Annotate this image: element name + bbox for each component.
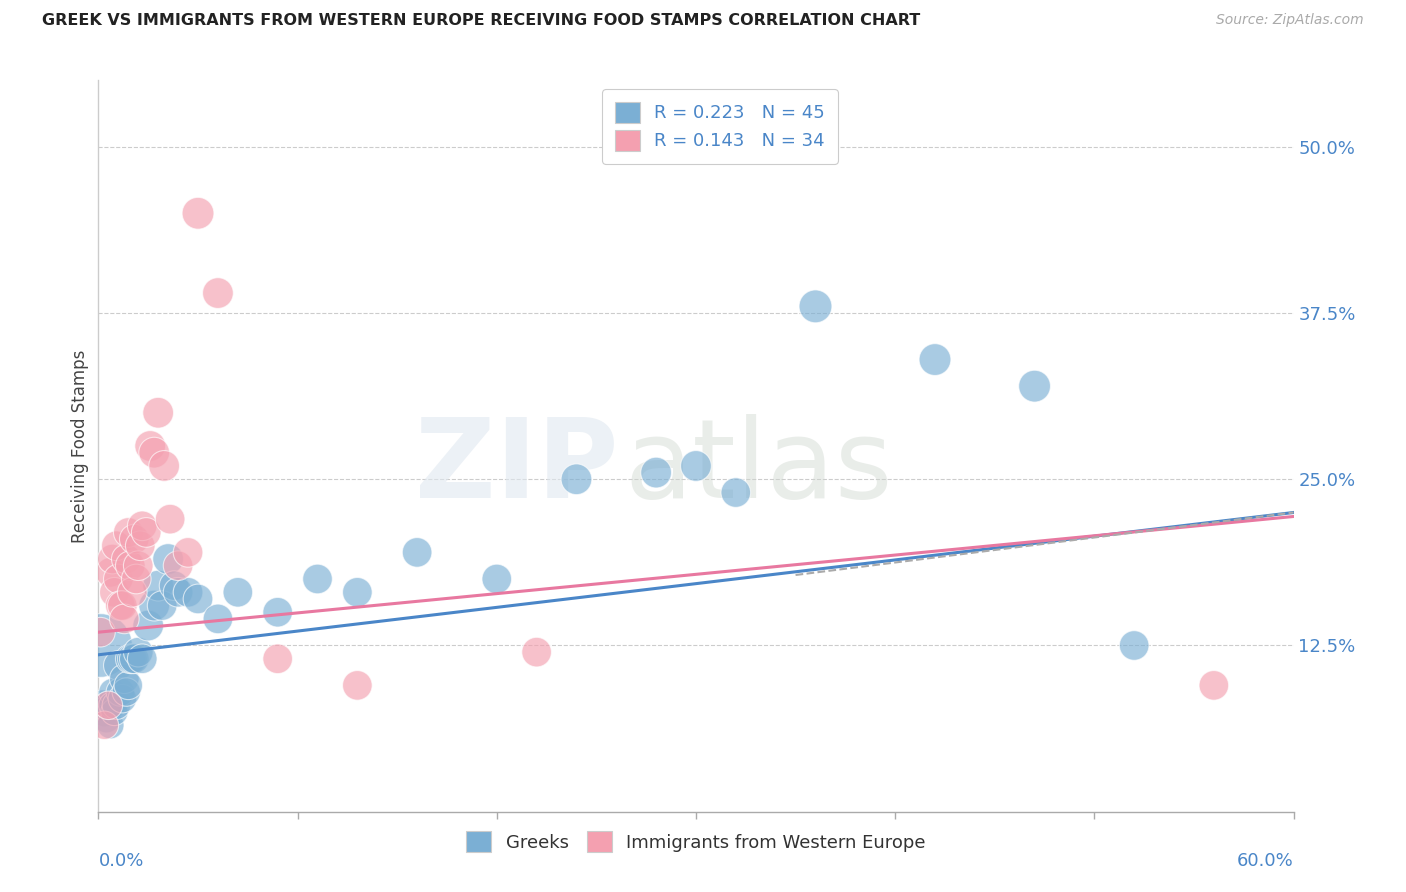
Point bbox=[177, 545, 200, 559]
Point bbox=[117, 525, 139, 540]
Point bbox=[153, 458, 176, 473]
Point bbox=[112, 672, 135, 686]
Point bbox=[148, 579, 170, 593]
Point bbox=[267, 652, 290, 666]
Point bbox=[127, 645, 149, 659]
Point bbox=[121, 585, 143, 599]
Point bbox=[115, 552, 138, 566]
Point bbox=[685, 458, 707, 473]
Point bbox=[148, 406, 170, 420]
Point bbox=[307, 572, 329, 586]
Point bbox=[167, 558, 190, 573]
Point bbox=[139, 439, 162, 453]
Point bbox=[136, 618, 159, 632]
Point bbox=[89, 639, 111, 653]
Point bbox=[346, 678, 368, 692]
Y-axis label: Receiving Food Stamps: Receiving Food Stamps bbox=[70, 350, 89, 542]
Text: 0.0%: 0.0% bbox=[98, 852, 143, 870]
Point bbox=[107, 658, 129, 673]
Point bbox=[96, 712, 118, 726]
Point bbox=[924, 352, 946, 367]
Point bbox=[724, 485, 747, 500]
Point bbox=[226, 585, 249, 599]
Point bbox=[111, 599, 134, 613]
Point bbox=[124, 652, 146, 666]
Point bbox=[103, 705, 125, 719]
Point bbox=[101, 698, 124, 713]
Point bbox=[159, 512, 181, 526]
Text: Source: ZipAtlas.com: Source: ZipAtlas.com bbox=[1216, 13, 1364, 28]
Point bbox=[163, 579, 186, 593]
Point bbox=[1024, 379, 1046, 393]
Point bbox=[89, 625, 111, 640]
Point bbox=[131, 652, 153, 666]
Point bbox=[91, 698, 114, 713]
Point bbox=[120, 558, 142, 573]
Point bbox=[1202, 678, 1225, 692]
Point bbox=[105, 539, 128, 553]
Point bbox=[112, 612, 135, 626]
Point bbox=[120, 652, 142, 666]
Point bbox=[121, 652, 143, 666]
Point bbox=[406, 545, 429, 559]
Point bbox=[267, 605, 290, 619]
Point bbox=[115, 685, 138, 699]
Point bbox=[131, 518, 153, 533]
Point bbox=[101, 685, 124, 699]
Point bbox=[135, 525, 157, 540]
Point bbox=[143, 445, 166, 459]
Legend: Greeks, Immigrants from Western Europe: Greeks, Immigrants from Western Europe bbox=[453, 819, 939, 865]
Text: atlas: atlas bbox=[624, 415, 893, 522]
Point bbox=[346, 585, 368, 599]
Point bbox=[124, 532, 146, 546]
Text: GREEK VS IMMIGRANTS FROM WESTERN EUROPE RECEIVING FOOD STAMPS CORRELATION CHART: GREEK VS IMMIGRANTS FROM WESTERN EUROPE … bbox=[42, 13, 921, 29]
Point bbox=[187, 591, 209, 606]
Point bbox=[111, 691, 134, 706]
Point bbox=[150, 599, 173, 613]
Point bbox=[177, 585, 200, 599]
Point bbox=[125, 572, 148, 586]
Point bbox=[101, 552, 124, 566]
Point bbox=[526, 645, 548, 659]
Point bbox=[129, 539, 152, 553]
Point bbox=[143, 599, 166, 613]
Point bbox=[565, 472, 588, 486]
Point bbox=[485, 572, 508, 586]
Point bbox=[93, 705, 115, 719]
Point bbox=[107, 572, 129, 586]
Point bbox=[157, 552, 180, 566]
Point bbox=[804, 299, 827, 313]
Point bbox=[100, 718, 122, 732]
Point bbox=[100, 566, 122, 580]
Point bbox=[187, 206, 209, 220]
Text: ZIP: ZIP bbox=[415, 415, 619, 522]
Point bbox=[1123, 639, 1146, 653]
Point bbox=[93, 718, 115, 732]
Point bbox=[110, 685, 132, 699]
Point bbox=[97, 698, 120, 713]
Point bbox=[645, 466, 668, 480]
Point bbox=[110, 599, 132, 613]
Text: 60.0%: 60.0% bbox=[1237, 852, 1294, 870]
Point bbox=[207, 612, 229, 626]
Point bbox=[127, 558, 149, 573]
Point bbox=[207, 286, 229, 301]
Point bbox=[105, 698, 128, 713]
Point bbox=[167, 585, 190, 599]
Point bbox=[117, 678, 139, 692]
Point bbox=[97, 698, 120, 713]
Point bbox=[103, 585, 125, 599]
